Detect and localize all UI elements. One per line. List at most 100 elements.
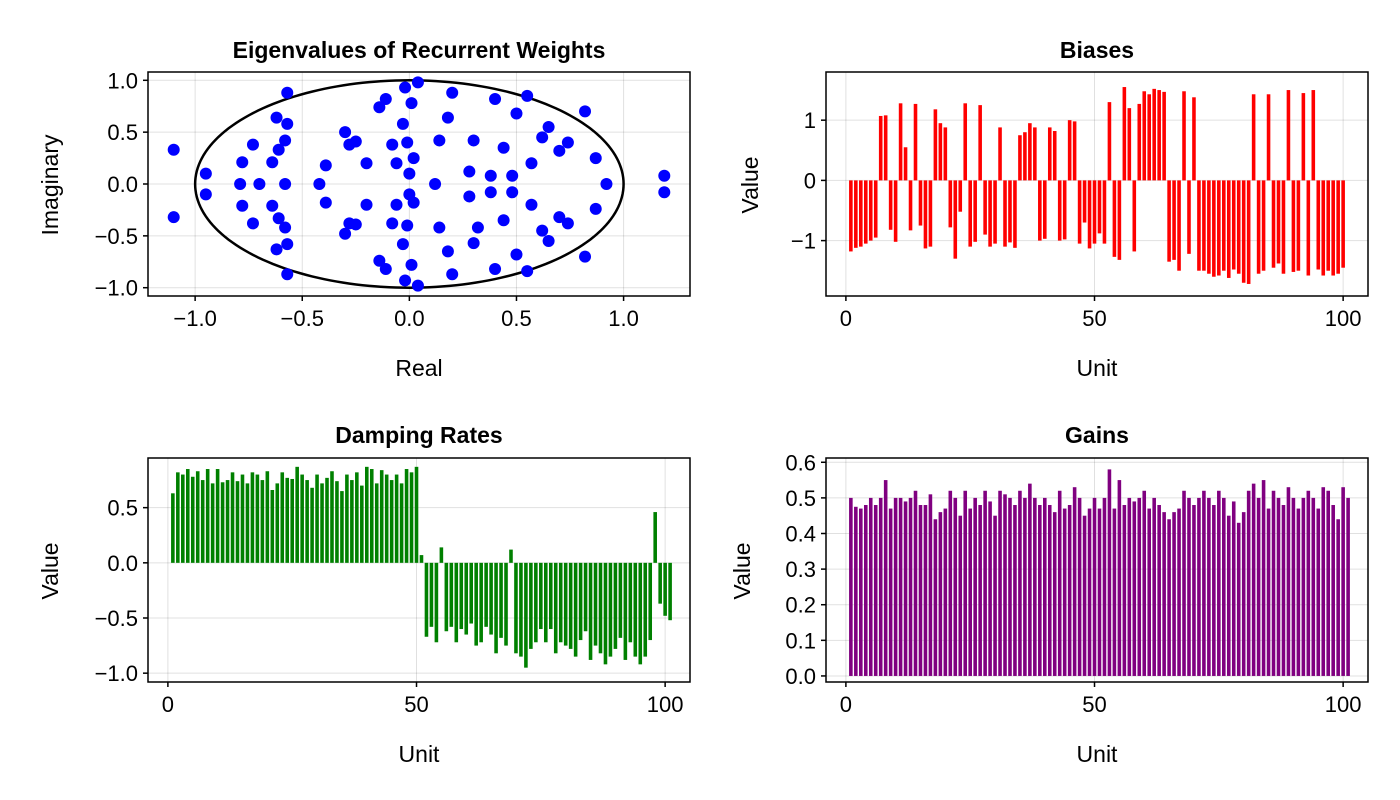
bar bbox=[171, 493, 175, 563]
y-tick-label: 0.1 bbox=[785, 628, 816, 653]
x-tick-label: −0.5 bbox=[281, 306, 324, 331]
bar bbox=[893, 180, 898, 242]
bar bbox=[255, 474, 260, 563]
bar bbox=[1336, 180, 1340, 274]
eigenvalue-point bbox=[553, 144, 566, 157]
bar bbox=[1212, 505, 1216, 676]
bar bbox=[374, 483, 379, 563]
panel-damping-ticks: 0 50 100 −1.0 −0.5 0.0 0.5 bbox=[95, 496, 684, 717]
bar bbox=[1281, 505, 1286, 676]
bar bbox=[873, 180, 878, 238]
bar bbox=[868, 497, 873, 676]
bar bbox=[918, 180, 923, 226]
bar bbox=[1182, 490, 1186, 676]
bar bbox=[1137, 497, 1142, 676]
bar bbox=[444, 562, 449, 632]
eigenvalue-point bbox=[396, 117, 409, 130]
bar bbox=[1122, 87, 1127, 181]
bar bbox=[1331, 180, 1335, 276]
bar bbox=[963, 103, 968, 181]
bar bbox=[1067, 505, 1072, 676]
eigenvalue-point bbox=[467, 237, 480, 250]
eigenvalue-point bbox=[433, 134, 446, 147]
bar bbox=[439, 547, 444, 563]
eigenvalue-point bbox=[446, 268, 459, 281]
bar bbox=[215, 469, 220, 563]
panel-gains-frame bbox=[825, 457, 1369, 683]
bar bbox=[1087, 180, 1092, 249]
eigenvalue-point bbox=[536, 224, 549, 237]
bar bbox=[898, 497, 903, 676]
bar bbox=[489, 562, 493, 635]
bar bbox=[943, 127, 948, 181]
y-tick-label: −1.0 bbox=[95, 661, 138, 686]
eigenvalue-point bbox=[484, 169, 497, 182]
x-tick-label: 100 bbox=[647, 692, 684, 717]
bar bbox=[1187, 180, 1191, 254]
eigenvalue-point bbox=[497, 214, 510, 227]
y-tick-label: 0.5 bbox=[107, 120, 138, 145]
y-tick-label: 0.6 bbox=[785, 450, 816, 475]
x-tick-label: 0.0 bbox=[394, 306, 425, 331]
bar bbox=[988, 501, 992, 676]
bar bbox=[953, 497, 958, 676]
bar bbox=[903, 147, 908, 181]
eigenvalue-point bbox=[379, 263, 392, 276]
bar bbox=[1251, 94, 1256, 181]
bar bbox=[1033, 127, 1037, 181]
bar bbox=[878, 115, 883, 181]
eigenvalue-point bbox=[396, 238, 409, 251]
eigenvalue-point bbox=[234, 178, 247, 190]
bar bbox=[588, 562, 593, 660]
bar bbox=[1157, 505, 1161, 676]
bar bbox=[504, 562, 508, 646]
bar bbox=[1097, 180, 1102, 234]
bar bbox=[1112, 180, 1117, 257]
bar bbox=[883, 115, 888, 181]
bar bbox=[849, 497, 853, 676]
bar bbox=[355, 472, 359, 563]
panel-eigenvalues-frame bbox=[147, 71, 691, 297]
bar bbox=[449, 562, 454, 627]
bar bbox=[963, 490, 968, 676]
panel-damping-marks bbox=[171, 466, 672, 668]
bar bbox=[1167, 180, 1171, 262]
panel-eigenvalues-ylabel: Imaginary bbox=[37, 134, 63, 235]
bar bbox=[1038, 180, 1042, 241]
bar bbox=[1077, 180, 1082, 244]
bar bbox=[181, 474, 185, 563]
bar bbox=[1162, 91, 1166, 181]
bar bbox=[1127, 108, 1132, 181]
eigenvalue-point bbox=[579, 105, 592, 118]
bar bbox=[849, 180, 853, 252]
eigenvalue-point bbox=[441, 111, 454, 124]
bar bbox=[280, 472, 285, 563]
bar bbox=[1152, 88, 1156, 181]
bar bbox=[1132, 501, 1137, 676]
bar bbox=[1057, 180, 1062, 241]
panel-damping-rates: Damping Rates Unit Value 0 50 100−1.0−0.50… bbox=[37, 422, 691, 767]
y-tick-label: 0.0 bbox=[107, 551, 138, 576]
eigenvalue-point bbox=[411, 279, 424, 292]
bar bbox=[1013, 180, 1017, 248]
bar bbox=[519, 562, 523, 657]
eigenvalue-point bbox=[658, 186, 671, 199]
bar bbox=[1028, 483, 1032, 676]
bar bbox=[668, 562, 672, 621]
bar bbox=[1117, 180, 1122, 260]
bar bbox=[888, 508, 893, 676]
bar bbox=[409, 472, 414, 563]
eigenvalue-point bbox=[561, 217, 574, 230]
bar bbox=[918, 505, 923, 676]
eigenvalue-point bbox=[167, 211, 180, 224]
bar bbox=[1033, 497, 1037, 676]
bar bbox=[1231, 180, 1236, 270]
bar bbox=[260, 480, 265, 563]
y-tick-label: −1 bbox=[791, 229, 816, 254]
bar bbox=[1003, 494, 1007, 676]
eigenvalue-point bbox=[463, 165, 476, 178]
bar bbox=[1316, 508, 1321, 676]
bar bbox=[913, 490, 918, 676]
bar bbox=[863, 180, 868, 244]
bar bbox=[978, 105, 982, 181]
